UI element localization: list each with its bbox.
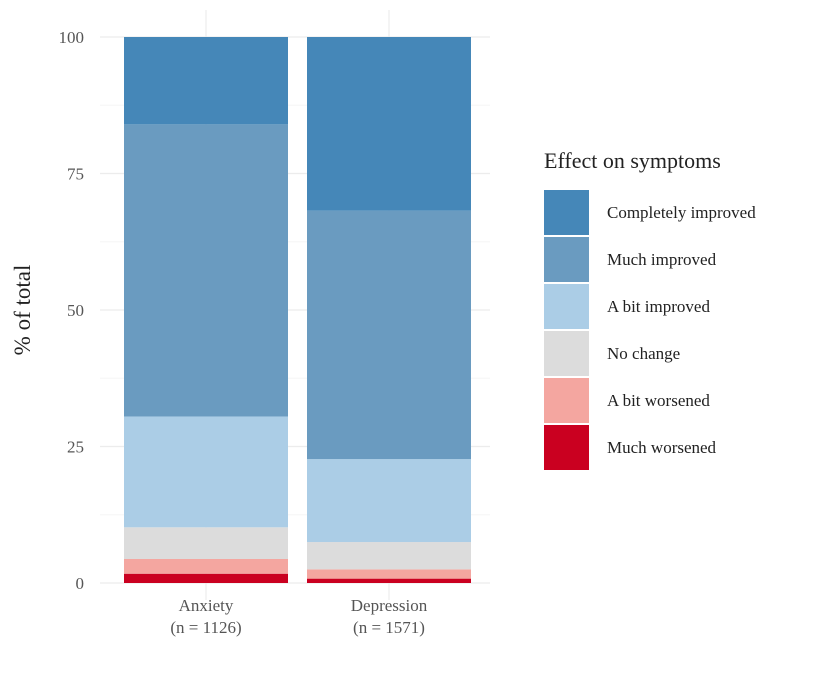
x-category-label-line: Anxiety [179,596,234,615]
legend-swatch [544,284,589,329]
bar-segment [307,37,471,211]
y-tick-label: 100 [59,28,85,47]
bar-segment [307,210,471,460]
bar-stack [124,37,288,583]
bar-segment [124,573,288,583]
legend-item: A bit improved [544,284,710,329]
x-category-label: Anxiety (n = 1126) [170,596,241,637]
y-tick-label: 50 [67,301,84,320]
bar-segment [124,124,288,417]
legend-title: Effect on symptoms [544,148,721,173]
bar-segment [124,416,288,528]
x-category-label: Depression (n = 1571) [351,596,428,637]
bar-segment [124,527,288,559]
bar-segment [124,37,288,125]
legend-swatch [544,190,589,235]
y-tick-label: 0 [76,574,85,593]
x-axis-category-labels: Anxiety (n = 1126) Depression (n = 1571) [170,596,427,637]
bar-segment [307,578,471,583]
bar-segment [307,459,471,543]
legend-items: Completely improved Much improved A bit im… [544,190,756,470]
legend-swatch [544,331,589,376]
y-axis-title: % of total [10,265,35,356]
legend-swatch [544,237,589,282]
legend-label: Completely improved [607,203,756,222]
legend-item: Completely improved [544,190,756,235]
bar-stack [307,37,471,583]
x-category-label-line: (n = 1126) [170,618,241,637]
legend-label: A bit improved [607,297,710,316]
y-tick-label: 75 [67,165,84,184]
legend-label: A bit worsened [607,391,710,410]
legend-label: Much improved [607,250,717,269]
legend-item: Much improved [544,237,717,282]
legend-label: No change [607,344,680,363]
bar-segment [307,569,471,579]
legend-item: A bit worsened [544,378,710,423]
legend-swatch [544,425,589,470]
y-axis-ticks: 0 25 50 75 100 [59,28,85,593]
legend-label: Much worsened [607,438,717,457]
legend-item: Much worsened [544,425,717,470]
legend: Effect on symptoms Completely improved Mu… [544,148,756,470]
bars [124,37,471,583]
y-tick-label: 25 [67,438,84,457]
legend-swatch [544,378,589,423]
bar-segment [124,558,288,574]
x-category-label-line: Depression [351,596,428,615]
x-category-label-line: (n = 1571) [353,618,425,637]
bar-segment [307,542,471,570]
legend-item: No change [544,331,680,376]
